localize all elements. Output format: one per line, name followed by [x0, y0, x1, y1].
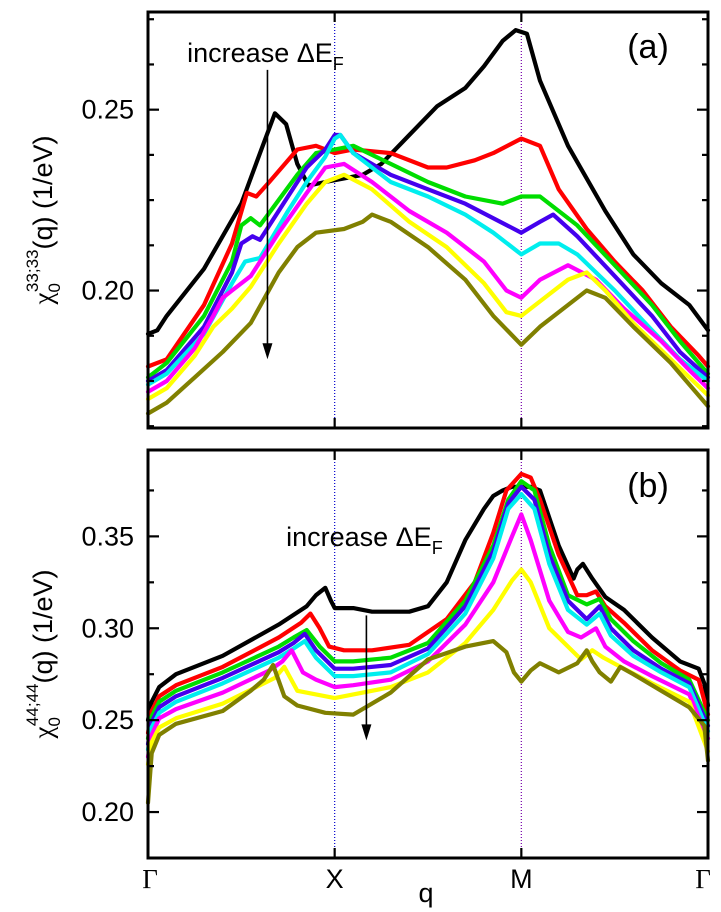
annotation-arrow-head: [262, 343, 273, 360]
y-tick-label: 0.35: [81, 521, 134, 551]
series-line-cyan: [145, 492, 711, 752]
y-tick-label: 0.20: [81, 797, 134, 827]
series-line-olive: [145, 212, 711, 416]
panel-a: increase ΔEF 0.20 0.25 (a) χ033;33(q) (1/eV): [23, 10, 711, 430]
series-line-cyan: [145, 132, 711, 387]
x-tick-label: M: [510, 864, 533, 894]
y-tick-label: 0.25: [81, 95, 134, 125]
series-line-blue: [145, 484, 711, 747]
series-line-black: [145, 28, 711, 336]
plot-frame: [146, 10, 710, 430]
series-line-green: [145, 143, 711, 380]
y-tick-label: 0.20: [81, 276, 134, 306]
series-line-yellow: [145, 172, 711, 402]
series-line-black: [145, 484, 711, 723]
y-tick-label: 0.30: [81, 613, 134, 643]
y-tick-label: 0.25: [81, 705, 134, 735]
annotation-arrow-head: [361, 724, 372, 741]
series-line-olive: [145, 639, 711, 805]
panel-label: (a): [627, 28, 669, 66]
x-tick-label: X: [326, 864, 344, 894]
y-axis-label: χ033;33(q) (1/eV): [23, 135, 64, 305]
annotation-text: increase ΔEF: [286, 522, 443, 558]
series-line-red: [145, 136, 711, 369]
x-axis-label: q: [418, 878, 433, 908]
series-line-green: [145, 479, 711, 741]
x-tick-label: Γ: [695, 864, 711, 894]
panel-label: (b): [627, 467, 669, 505]
y-axis-label: χ044;44(q) (1/eV): [23, 569, 64, 739]
series-line-magenta: [145, 512, 711, 759]
series-line-yellow: [145, 567, 711, 767]
series-line-red: [145, 471, 711, 736]
plot-frame: [146, 448, 710, 860]
x-tick-label: Γ: [142, 864, 158, 894]
panel-b: increase ΔEF 0.20 0.25 0.30 0.35 Γ X M Γ (b) χ044;…: [23, 448, 711, 894]
annotation-text: increase ΔEF: [187, 38, 344, 74]
